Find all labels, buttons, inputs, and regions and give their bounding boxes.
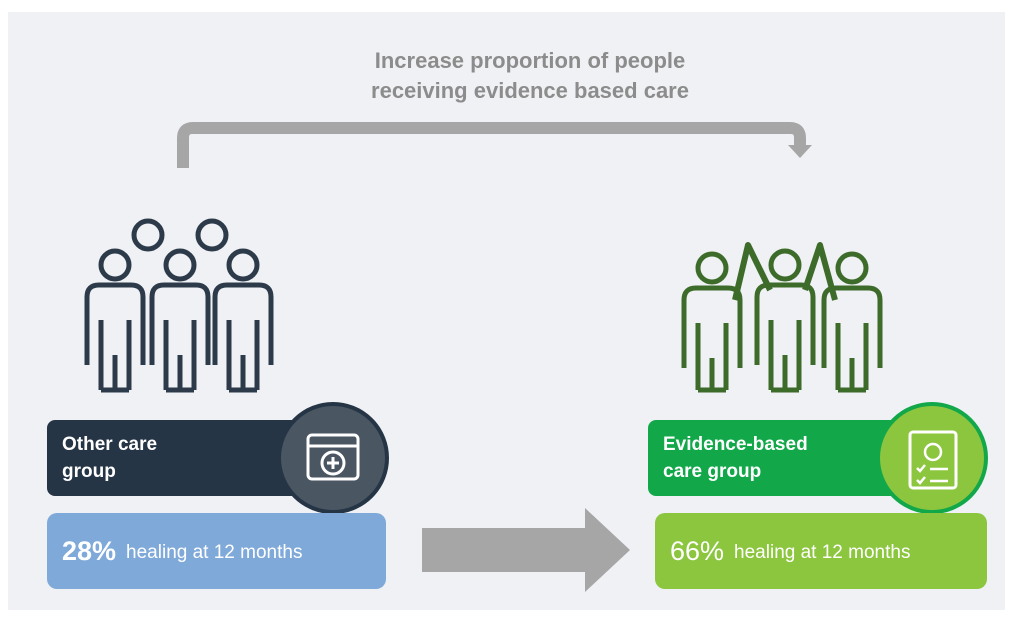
person-icon [229,251,257,279]
person-icon [101,251,129,279]
stat-value: 66% [670,536,724,566]
person-icon [698,254,726,282]
title-line: Increase proportion of people [375,48,685,73]
group-label: Evidence-based [663,434,808,455]
group-label: Other care [62,434,157,455]
group-label: care group [663,461,761,482]
infographic: Increase proportion of people receiving … [0,0,1012,619]
person-icon [134,221,162,249]
person-icon [166,251,194,279]
group-label: group [62,461,116,482]
person-icon [838,254,866,282]
person-icon [198,221,226,249]
stat-text: healing at 12 months [126,542,302,563]
stat-value: 28% [62,536,116,566]
title-line: receiving evidence based care [371,78,689,103]
icon-circle [878,404,986,512]
person-icon [771,251,799,279]
stat-text: healing at 12 months [734,542,910,563]
